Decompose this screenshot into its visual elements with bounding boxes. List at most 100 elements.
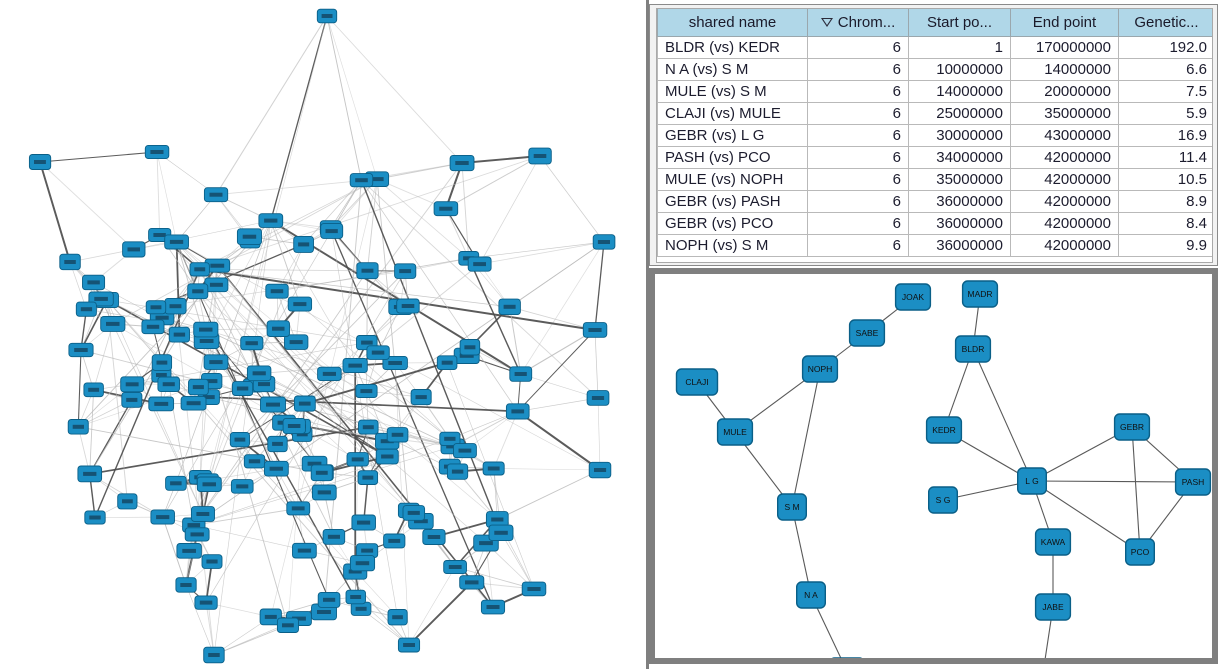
network-edge[interactable] [972, 348, 1033, 482]
table-body[interactable]: BLDR (vs) KEDR 6 1 170000000 192.0 N A (vs) S… [657, 36, 1212, 257]
cell-genetic[interactable]: 192.0 [1118, 36, 1212, 59]
cell-genetic[interactable]: 16.9 [1118, 124, 1212, 147]
column-header-start_point[interactable]: Start po... [908, 9, 1011, 37]
node-shape[interactable] [1174, 468, 1212, 496]
network-node[interactable]: KAWA [1034, 528, 1072, 556]
cell-end_point[interactable]: 14000000 [1010, 58, 1119, 81]
cell-end_point[interactable]: 42000000 [1010, 190, 1119, 213]
network-edge[interactable] [1131, 426, 1141, 553]
network-node[interactable]: PCO [1125, 538, 1156, 566]
node-shape[interactable] [961, 280, 999, 308]
network-node[interactable]: NOPH [801, 355, 839, 383]
results-table[interactable]: shared name Chrom... Start po... End point G… [657, 9, 1212, 257]
cell-genetic[interactable]: 10.5 [1118, 168, 1212, 191]
network-edge[interactable] [791, 506, 812, 596]
cell-end_point[interactable]: 42000000 [1010, 168, 1119, 191]
cell-start_point[interactable]: 25000000 [908, 102, 1011, 125]
cell-end_point[interactable]: 42000000 [1010, 212, 1119, 235]
cell-shared_name[interactable]: N A (vs) S M [657, 58, 808, 81]
cell-start_point[interactable]: 14000000 [908, 80, 1011, 103]
cell-chromosome[interactable]: 6 [807, 80, 909, 103]
cell-genetic[interactable]: 9.9 [1118, 234, 1212, 257]
cell-chromosome[interactable]: 6 [807, 58, 909, 81]
table-row[interactable]: MULE (vs) NOPH 6 35000000 42000000 10.5 [657, 168, 1212, 191]
cell-genetic[interactable]: 8.4 [1118, 212, 1212, 235]
cell-genetic[interactable]: 5.9 [1118, 102, 1212, 125]
cell-end_point[interactable]: 170000000 [1010, 36, 1119, 59]
node-shape[interactable] [954, 335, 992, 363]
cell-chromosome[interactable]: 6 [807, 124, 909, 147]
cell-start_point[interactable]: 30000000 [908, 124, 1011, 147]
cell-chromosome[interactable]: 6 [807, 102, 909, 125]
node-shape[interactable] [925, 416, 963, 444]
network-node[interactable]: JABE [1034, 593, 1072, 621]
cell-genetic[interactable]: 7.5 [1118, 80, 1212, 103]
column-header-end_point[interactable]: End point [1010, 9, 1119, 37]
network-node[interactable]: GEBR [1113, 413, 1151, 441]
cell-start_point[interactable]: 36000000 [908, 212, 1011, 235]
cell-shared_name[interactable]: BLDR (vs) KEDR [657, 36, 808, 59]
column-header-shared_name[interactable]: shared name [657, 9, 808, 37]
cell-start_point[interactable]: 1 [908, 36, 1011, 59]
node-shape[interactable] [675, 368, 719, 396]
node-shape[interactable] [928, 486, 959, 514]
cell-genetic[interactable]: 8.9 [1118, 190, 1212, 213]
cell-end_point[interactable]: 35000000 [1010, 102, 1119, 125]
node-shape[interactable] [795, 581, 826, 609]
cell-shared_name[interactable]: GEBR (vs) PCO [657, 212, 808, 235]
network-node[interactable]: SABE [848, 319, 886, 347]
cell-chromosome[interactable]: 6 [807, 234, 909, 257]
cell-start_point[interactable]: 36000000 [908, 234, 1011, 257]
cell-shared_name[interactable]: MULE (vs) S M [657, 80, 808, 103]
network-node[interactable]: JOAK [894, 283, 932, 311]
results-table-panel[interactable]: shared name Chrom... Start po... End point G… [649, 4, 1218, 266]
node-shape[interactable] [801, 355, 839, 383]
cell-end_point[interactable]: 42000000 [1010, 234, 1119, 257]
cell-start_point[interactable]: 10000000 [908, 58, 1011, 81]
detail-network-panel[interactable]: JOAK MADR SABE BLDR NOPH CLAJI KEDR GEBR MULE L G… [649, 268, 1218, 664]
cell-chromosome[interactable]: 6 [807, 36, 909, 59]
column-header-chromosome[interactable]: Chrom... [807, 9, 909, 37]
node-shape[interactable] [848, 319, 886, 347]
network-node[interactable]: S M [776, 493, 807, 521]
table-header-row[interactable]: shared name Chrom... Start po... End point G… [657, 9, 1212, 37]
node-shape[interactable] [776, 493, 807, 521]
cell-shared_name[interactable]: NOPH (vs) S M [657, 234, 808, 257]
sort-descending-icon[interactable] [820, 18, 833, 27]
cell-end_point[interactable]: 42000000 [1010, 146, 1119, 169]
network-edge[interactable] [791, 368, 821, 508]
cell-chromosome[interactable]: 6 [807, 190, 909, 213]
overview-network-canvas[interactable] [0, 0, 648, 669]
overview-network-panel[interactable] [0, 0, 648, 669]
network-node[interactable]: PASH [1174, 468, 1212, 496]
network-edge[interactable] [1031, 480, 1141, 553]
cell-shared_name[interactable]: CLAJI (vs) MULE [657, 102, 808, 125]
cell-chromosome[interactable]: 6 [807, 168, 909, 191]
cell-end_point[interactable]: 20000000 [1010, 80, 1119, 103]
network-node[interactable]: CLAJI [675, 368, 719, 396]
network-node[interactable]: L G [1017, 467, 1048, 495]
node-shape[interactable] [1113, 413, 1151, 441]
node-shape[interactable] [716, 418, 754, 446]
cell-start_point[interactable]: 35000000 [908, 168, 1011, 191]
column-header-genetic[interactable]: Genetic... [1118, 9, 1212, 37]
node-shape[interactable] [894, 283, 932, 311]
table-row[interactable]: GEBR (vs) PCO 6 36000000 42000000 8.4 [657, 212, 1212, 235]
table-row[interactable]: GEBR (vs) PASH 6 36000000 42000000 8.9 [657, 190, 1212, 213]
cell-shared_name[interactable]: PASH (vs) PCO [657, 146, 808, 169]
table-row[interactable]: MULE (vs) S M 6 14000000 20000000 7.5 [657, 80, 1212, 103]
table-row[interactable]: NOPH (vs) S M 6 36000000 42000000 9.9 [657, 234, 1212, 257]
cell-start_point[interactable]: 36000000 [908, 190, 1011, 213]
cell-end_point[interactable]: 43000000 [1010, 124, 1119, 147]
node-shape[interactable] [1034, 528, 1072, 556]
cell-chromosome[interactable]: 6 [807, 146, 909, 169]
network-node[interactable]: MADR [961, 280, 999, 308]
cell-genetic[interactable]: 11.4 [1118, 146, 1212, 169]
results-table-scroll-area[interactable]: shared name Chrom... Start po... End point G… [656, 8, 1213, 263]
node-shape[interactable] [1125, 538, 1156, 566]
network-node[interactable]: S G [928, 486, 959, 514]
cell-shared_name[interactable]: GEBR (vs) L G [657, 124, 808, 147]
cell-genetic[interactable]: 6.6 [1118, 58, 1212, 81]
detail-network-canvas[interactable]: JOAK MADR SABE BLDR NOPH CLAJI KEDR GEBR MULE L G… [655, 274, 1212, 658]
table-row[interactable]: BLDR (vs) KEDR 6 1 170000000 192.0 [657, 36, 1212, 59]
